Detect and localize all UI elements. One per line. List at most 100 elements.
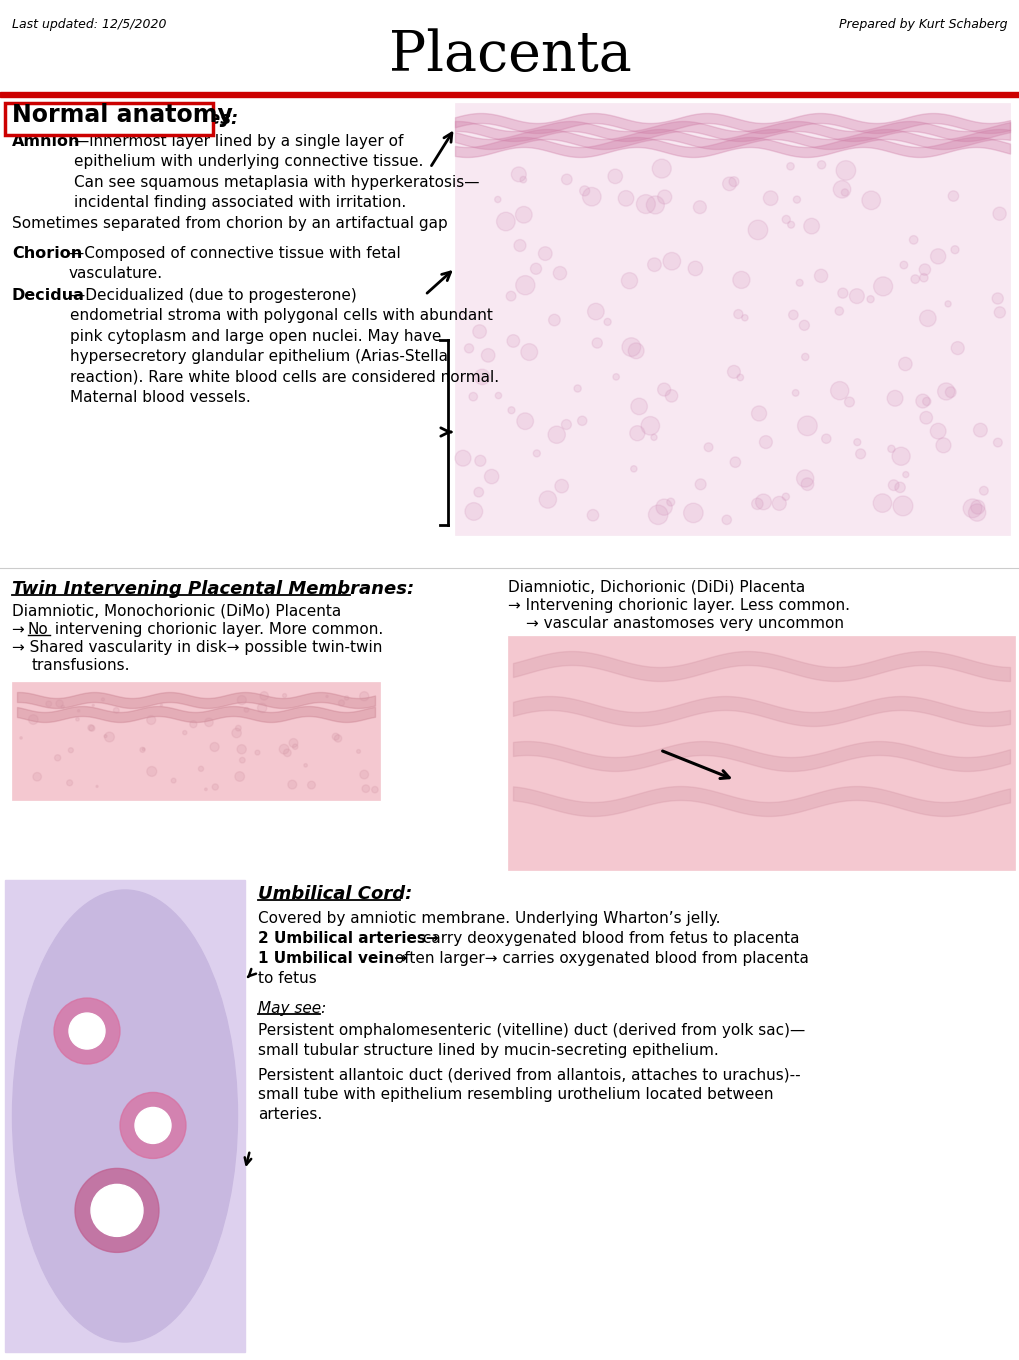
Circle shape (730, 457, 740, 468)
Circle shape (29, 715, 38, 725)
Circle shape (308, 781, 315, 789)
Circle shape (853, 439, 860, 446)
Circle shape (520, 177, 526, 184)
Circle shape (771, 496, 786, 510)
Circle shape (113, 707, 119, 713)
Circle shape (721, 515, 731, 525)
Circle shape (648, 505, 667, 525)
Circle shape (465, 503, 482, 521)
Circle shape (919, 273, 927, 282)
Text: →: → (12, 622, 30, 636)
Circle shape (56, 700, 63, 707)
Circle shape (636, 194, 655, 214)
Circle shape (929, 423, 945, 439)
Circle shape (803, 219, 818, 234)
Circle shape (507, 407, 515, 413)
Circle shape (967, 505, 984, 521)
Circle shape (841, 189, 848, 196)
Circle shape (736, 374, 743, 381)
Circle shape (797, 416, 816, 435)
Circle shape (951, 341, 963, 355)
Text: Sometimes separated from chorion by an artifactual gap: Sometimes separated from chorion by an a… (12, 216, 447, 231)
Circle shape (574, 385, 581, 392)
Circle shape (894, 483, 905, 492)
Circle shape (338, 700, 344, 706)
Circle shape (304, 763, 307, 767)
Circle shape (695, 479, 705, 490)
Circle shape (978, 487, 987, 495)
Circle shape (703, 443, 712, 452)
Circle shape (647, 258, 660, 272)
Circle shape (552, 267, 567, 280)
Circle shape (629, 426, 644, 441)
Circle shape (607, 169, 622, 184)
Circle shape (292, 744, 298, 749)
Circle shape (515, 207, 532, 223)
Circle shape (547, 426, 565, 443)
Circle shape (582, 188, 600, 205)
Text: carry deoxygenated blood from fetus to placenta: carry deoxygenated blood from fetus to p… (418, 932, 799, 947)
Bar (507, 636, 1014, 870)
Circle shape (142, 748, 145, 751)
Circle shape (935, 438, 950, 453)
Text: Amnion: Amnion (12, 135, 81, 150)
Circle shape (210, 743, 219, 752)
Circle shape (231, 728, 242, 737)
Circle shape (279, 744, 288, 753)
Circle shape (799, 321, 809, 330)
Circle shape (721, 177, 736, 190)
Circle shape (788, 310, 797, 320)
Text: Persistent omphalomesenteric (vitelline) duct (derived from yolk sac)—
small tub: Persistent omphalomesenteric (vitelline)… (258, 1023, 804, 1058)
Circle shape (46, 700, 52, 707)
Circle shape (530, 264, 541, 275)
Circle shape (727, 366, 740, 378)
Circle shape (919, 412, 931, 424)
Circle shape (657, 190, 672, 204)
Circle shape (539, 491, 556, 509)
Circle shape (287, 781, 297, 789)
Circle shape (621, 272, 637, 288)
Circle shape (993, 438, 1002, 447)
Circle shape (69, 1013, 105, 1049)
Circle shape (646, 196, 663, 214)
Circle shape (657, 384, 671, 396)
Circle shape (944, 301, 950, 307)
Circle shape (751, 405, 766, 422)
Circle shape (464, 344, 473, 354)
Circle shape (96, 785, 98, 787)
Circle shape (836, 160, 855, 181)
Circle shape (587, 510, 598, 521)
Circle shape (54, 998, 120, 1064)
Bar (0, 92, 1019, 97)
Circle shape (61, 706, 64, 709)
Circle shape (88, 725, 94, 730)
Circle shape (950, 246, 958, 254)
Text: Persistent allantoic duct (derived from allantois, attaches to urachus)--
small : Persistent allantoic duct (derived from … (258, 1068, 800, 1122)
Text: —Composed of connective tissue with fetal
vasculature.: —Composed of connective tissue with feta… (69, 246, 400, 282)
Circle shape (561, 174, 572, 185)
Circle shape (474, 369, 489, 385)
Circle shape (91, 1185, 143, 1236)
Circle shape (893, 496, 912, 515)
Circle shape (469, 393, 477, 401)
Circle shape (800, 477, 813, 491)
Circle shape (892, 447, 909, 465)
Circle shape (282, 694, 286, 698)
FancyBboxPatch shape (5, 103, 213, 135)
Text: Umbilical Cord:: Umbilical Cord: (258, 885, 412, 903)
Circle shape (651, 159, 671, 178)
Circle shape (991, 292, 1003, 305)
Circle shape (872, 277, 892, 296)
Text: → vascular anastomoses very uncommon: → vascular anastomoses very uncommon (526, 616, 843, 631)
Circle shape (92, 704, 94, 706)
Circle shape (495, 393, 501, 398)
Text: Last updated: 12/5/2020: Last updated: 12/5/2020 (12, 18, 166, 31)
Circle shape (733, 310, 742, 318)
Circle shape (821, 434, 830, 443)
Circle shape (592, 337, 602, 348)
Circle shape (75, 1168, 159, 1253)
Circle shape (902, 472, 908, 477)
Circle shape (837, 288, 847, 298)
Bar (454, 103, 1009, 534)
Circle shape (872, 494, 891, 513)
